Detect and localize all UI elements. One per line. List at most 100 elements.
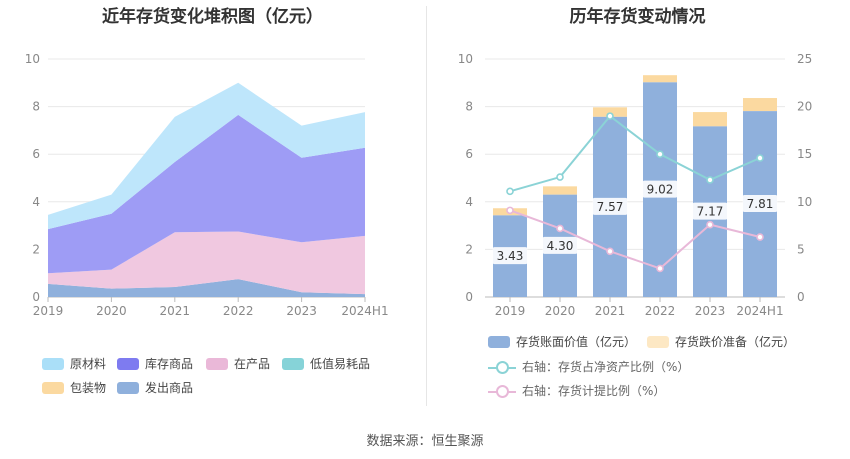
legend-label: 右轴：存货计提比例（%） <box>522 384 666 398</box>
line-point <box>556 224 564 233</box>
legend-item[interactable]: 存货账面价值（亿元） <box>488 333 636 350</box>
legend-label: 存货跌价准备（亿元） <box>675 335 796 349</box>
right-chart-title: 历年存货变动情况 <box>569 7 706 27</box>
bar-impairment <box>643 75 677 83</box>
data-label-bg <box>692 202 728 220</box>
line-point <box>756 233 764 241</box>
line-point <box>706 220 714 229</box>
legend-label: 原材料 <box>70 357 107 371</box>
area-series-库存商品 <box>48 114 365 274</box>
line-point <box>506 187 514 196</box>
bar-impairment <box>743 98 777 112</box>
y2-tick-label: 0 <box>797 290 805 304</box>
data-label: 4.30 <box>547 239 574 253</box>
legend-item[interactable]: 库存商品 <box>117 355 193 372</box>
legend-item[interactable]: 包装物 <box>42 379 106 396</box>
data-label-bg <box>642 180 678 198</box>
line-point <box>606 247 614 256</box>
y-tick-label: 8 <box>465 100 473 114</box>
line-point <box>556 173 564 181</box>
legend-swatch <box>42 357 64 370</box>
line-point <box>756 154 764 162</box>
data-label-bg <box>592 197 628 215</box>
x-tick-label: 2024H1 <box>736 304 783 318</box>
area-series-在产品 <box>48 231 365 295</box>
x-tick-label: 2019 <box>495 304 526 318</box>
right-chart-panel: 历年存货变动情况 0 0 2 5 4 10 6 15 8 20 10 25 3.43 4.30 7.57 9.… <box>425 0 850 400</box>
left-chart-panel: 近年存货变化堆积图（亿元） 0 2 4 6 8 10 2019 2020 2021 2022 202… <box>0 0 425 400</box>
legend-item[interactable]: 低值易耗品 <box>282 355 370 372</box>
legend-item[interactable]: 存货跌价准备（亿元） <box>647 333 795 350</box>
legend-item[interactable]: 原材料 <box>42 355 106 372</box>
x-tick-label: 2022 <box>223 304 254 318</box>
x-tick-label: 2023 <box>695 304 726 318</box>
y-tick-label: 0 <box>465 290 473 304</box>
bar-impairment <box>693 112 727 127</box>
x-tick-label: 2020 <box>96 304 127 318</box>
legend-item[interactable]: 在产品 <box>206 355 270 372</box>
legend-item[interactable]: 右轴：存货计提比例（%） <box>488 382 665 399</box>
legend-item[interactable]: 发出商品 <box>117 379 193 396</box>
y-tick-label: 4 <box>465 195 473 209</box>
legend-swatch <box>647 335 669 348</box>
line-point <box>656 264 664 273</box>
y-tick-label: 10 <box>25 52 40 66</box>
legend-label: 在产品 <box>234 357 271 371</box>
y2-tick-label: 15 <box>797 147 812 161</box>
legend-swatch <box>117 357 139 370</box>
x-tick-label: 2020 <box>545 304 576 318</box>
left-legend: 原材料 库存商品 在产品 低值易耗品包装物 发出商品 <box>0 355 425 405</box>
line-point <box>706 176 714 184</box>
bar-impairment <box>593 107 627 117</box>
line-point <box>606 112 614 120</box>
legend-line-swatch <box>488 384 516 398</box>
data-label: 7.81 <box>747 197 774 211</box>
left-chart-title: 近年存货变化堆积图（亿元） <box>102 7 323 27</box>
bar-impairment <box>543 186 577 195</box>
legend-swatch <box>282 357 304 370</box>
legend-line-swatch <box>488 360 516 374</box>
data-source: 数据来源：恒生聚源 <box>366 434 484 449</box>
legend-label: 库存商品 <box>145 357 194 371</box>
x-tick-label: 2021 <box>160 304 191 318</box>
right-legend: 存货账面价值（亿元） 存货跌价准备（亿元） 右轴：存货占净资产比例（%） 右轴：存货计… <box>425 333 850 403</box>
y-tick-label: 6 <box>465 147 473 161</box>
legend-swatch <box>42 381 64 394</box>
data-label-bg <box>742 195 778 213</box>
y-tick-label: 10 <box>458 52 473 66</box>
data-label: 3.43 <box>497 249 524 263</box>
line-series-0 <box>509 114 761 193</box>
y-tick-label: 8 <box>32 100 40 114</box>
legend-item[interactable]: 右轴：存货占净资产比例（%） <box>488 358 689 375</box>
y2-tick-label: 10 <box>797 195 812 209</box>
legend-label: 低值易耗品 <box>310 357 371 371</box>
line-point <box>656 150 664 158</box>
legend-swatch <box>488 335 510 348</box>
y-tick-label: 6 <box>32 147 40 161</box>
data-label-bg <box>542 236 578 254</box>
legend-label: 右轴：存货占净资产比例（%） <box>522 360 690 374</box>
line-series-1 <box>509 209 761 270</box>
stacked-area-chart: 0 2 4 6 8 10 2019 2020 2021 2022 2023 2024H1 <box>25 52 389 318</box>
y-tick-label: 2 <box>32 242 40 256</box>
legend-swatch <box>206 357 228 370</box>
x-tick-label: 2019 <box>33 304 64 318</box>
x-tick-label: 2024H1 <box>341 304 388 318</box>
y2-tick-label: 20 <box>797 100 812 114</box>
y2-tick-label: 25 <box>797 52 812 66</box>
x-tick-label: 2023 <box>286 304 317 318</box>
data-label: 9.02 <box>647 183 674 197</box>
y-tick-label: 0 <box>32 290 40 304</box>
panel-divider <box>426 6 427 406</box>
x-tick-label: 2022 <box>645 304 676 318</box>
y2-tick-label: 5 <box>797 242 805 256</box>
legend-label: 包装物 <box>70 381 107 395</box>
data-label: 7.17 <box>697 205 724 219</box>
y-tick-label: 4 <box>32 195 40 209</box>
legend-label: 存货账面价值（亿元） <box>516 335 637 349</box>
legend-swatch <box>117 381 139 394</box>
area-series-原材料 <box>48 82 365 230</box>
data-label: 7.57 <box>597 200 624 214</box>
area-series-发出商品 <box>48 279 365 297</box>
